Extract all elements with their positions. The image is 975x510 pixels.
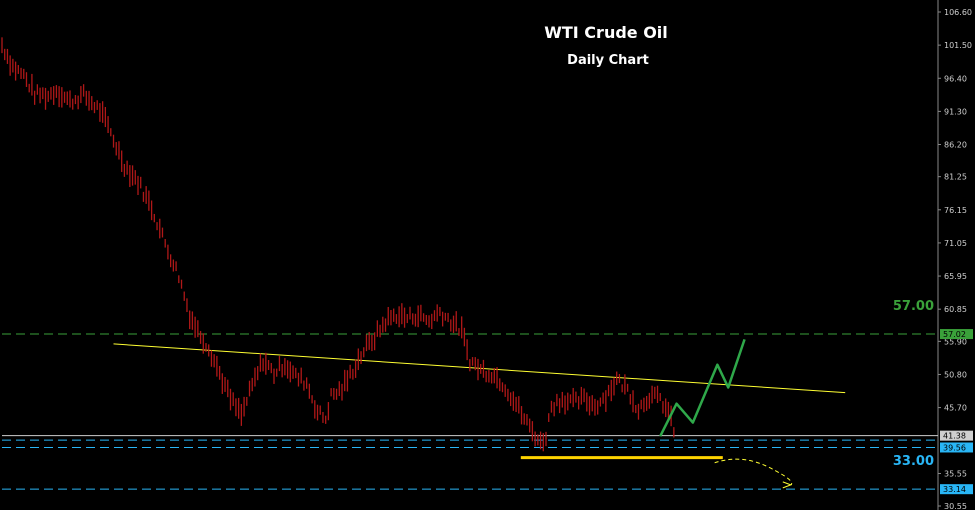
level-label: 33.00 — [893, 454, 934, 469]
axis-tick-label: 55.90 — [944, 337, 967, 346]
chart-title: WTI Crude Oil — [544, 23, 668, 42]
axis-tick-label: 81.25 — [944, 173, 967, 182]
projection-arrowhead — [782, 481, 793, 489]
trendline — [113, 343, 846, 394]
axis-tick-label: 35.55 — [944, 470, 967, 479]
level-tag — [940, 484, 973, 495]
level-tag — [940, 430, 973, 441]
resistance-trendline — [113, 343, 846, 394]
horizontal-levels: 57.00 33.00 — [2, 299, 938, 490]
axis-tick-label: 45.70 — [944, 404, 967, 413]
projection-path — [659, 338, 793, 489]
chart-subtitle: Daily Chart — [567, 53, 649, 68]
price-axis-tags: 57.02 41.38 39.56 33.14 — [940, 329, 973, 495]
axis-tick-label: 76.15 — [944, 206, 967, 215]
level-tag — [940, 329, 973, 340]
axis-tick-label: 101.50 — [944, 41, 972, 50]
axis-tick-label: 71.05 — [944, 239, 967, 248]
level-tag-label: 39.56 — [943, 443, 966, 452]
axis-tick-label: 50.80 — [944, 370, 967, 379]
axis-tick-label: 96.40 — [944, 74, 967, 83]
axis-tick-label: 65.95 — [944, 272, 967, 281]
axis-tick-label: 106.60 — [944, 8, 972, 17]
level-label: 57.00 — [893, 299, 934, 314]
level-tag-label: 57.02 — [943, 330, 966, 339]
green-projection — [659, 338, 746, 437]
level-tag-label: 33.14 — [943, 485, 966, 494]
axis-tick-label: 91.30 — [944, 107, 967, 116]
price-axis-ticks: 106.60 101.50 96.40 91.30 86.20 81.25 76.15 71.… — [938, 8, 972, 510]
axis-tick-label: 60.85 — [944, 305, 967, 314]
level-tag-label: 41.38 — [943, 432, 966, 441]
dashed-projection — [714, 458, 793, 486]
price-bars — [1, 37, 675, 452]
axis-tick-label: 86.20 — [944, 141, 967, 150]
level-tag — [940, 442, 973, 453]
axis-tick-label: 30.55 — [944, 502, 967, 510]
